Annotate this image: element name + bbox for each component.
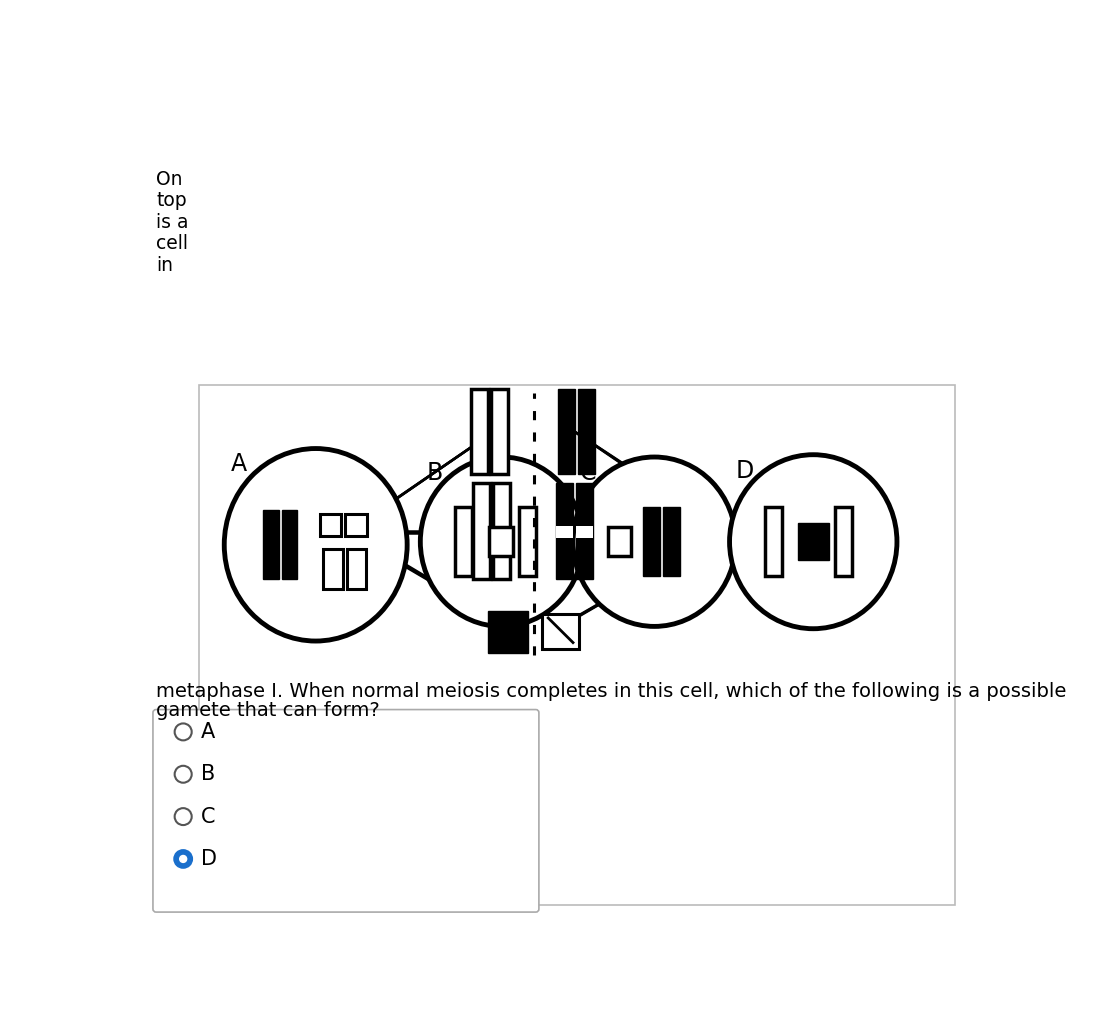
Bar bbox=[490, 389, 508, 474]
Bar bbox=[455, 507, 473, 577]
Bar bbox=[199, 385, 955, 905]
Text: B: B bbox=[201, 764, 216, 784]
Bar bbox=[319, 514, 341, 536]
Bar bbox=[608, 527, 632, 556]
Ellipse shape bbox=[420, 457, 583, 626]
Text: is a: is a bbox=[156, 213, 189, 232]
Bar bbox=[347, 549, 366, 589]
Bar bbox=[542, 614, 579, 649]
Circle shape bbox=[175, 809, 191, 825]
Bar bbox=[519, 507, 536, 577]
Bar bbox=[578, 389, 595, 474]
Bar bbox=[264, 510, 278, 580]
Bar bbox=[470, 389, 488, 474]
Text: B: B bbox=[427, 460, 443, 485]
Ellipse shape bbox=[225, 448, 407, 641]
Circle shape bbox=[180, 856, 187, 862]
Bar bbox=[663, 507, 679, 577]
Ellipse shape bbox=[573, 457, 736, 626]
Text: A: A bbox=[201, 722, 216, 742]
Text: D: D bbox=[201, 849, 217, 869]
Bar bbox=[765, 507, 782, 577]
Text: On: On bbox=[156, 170, 182, 188]
Text: C: C bbox=[579, 460, 596, 485]
FancyBboxPatch shape bbox=[153, 710, 539, 913]
Text: D: D bbox=[736, 458, 754, 482]
Text: A: A bbox=[230, 452, 247, 477]
Bar bbox=[489, 527, 513, 556]
Ellipse shape bbox=[729, 454, 897, 628]
Bar bbox=[494, 483, 510, 580]
Bar bbox=[835, 507, 852, 577]
Bar bbox=[556, 483, 573, 580]
Text: gamete that can form?: gamete that can form? bbox=[156, 701, 380, 720]
Bar bbox=[281, 510, 297, 580]
Text: top: top bbox=[156, 192, 187, 210]
Bar bbox=[488, 611, 528, 653]
Bar bbox=[324, 549, 342, 589]
Bar bbox=[797, 523, 828, 560]
Bar bbox=[576, 525, 593, 538]
Bar bbox=[473, 483, 490, 580]
Bar bbox=[558, 389, 575, 474]
Circle shape bbox=[175, 723, 191, 741]
Circle shape bbox=[175, 851, 191, 867]
Bar bbox=[345, 514, 367, 536]
Text: in: in bbox=[156, 256, 173, 275]
Bar bbox=[576, 483, 593, 580]
Bar bbox=[643, 507, 659, 577]
Text: metaphase I. When normal meiosis completes in this cell, which of the following : metaphase I. When normal meiosis complet… bbox=[156, 682, 1066, 700]
Text: C: C bbox=[201, 806, 216, 827]
Circle shape bbox=[175, 765, 191, 783]
Text: cell: cell bbox=[156, 235, 188, 253]
Bar bbox=[556, 525, 573, 538]
